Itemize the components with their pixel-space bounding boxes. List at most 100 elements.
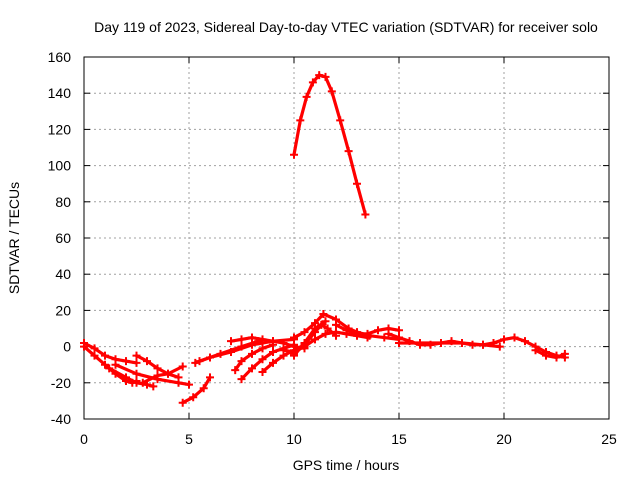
data-point (296, 116, 305, 125)
data-point (521, 337, 529, 346)
data-point (416, 338, 424, 347)
x-tick-label: 10 (286, 431, 302, 447)
data-point (344, 147, 353, 156)
data-point (323, 324, 332, 333)
series-arc-2 (80, 338, 141, 367)
data-point (321, 72, 330, 81)
data-point (353, 329, 361, 338)
series-line (292, 312, 401, 341)
y-tick-label: 120 (48, 121, 72, 137)
data-point (164, 369, 172, 378)
data-point (300, 328, 309, 337)
data-point (227, 337, 235, 346)
data-point (374, 326, 382, 335)
data-point (237, 375, 246, 384)
y-tick-label: 160 (48, 49, 72, 65)
data-point (531, 346, 540, 355)
data-point (315, 71, 324, 80)
data-point (332, 320, 340, 329)
y-tick-label: 20 (55, 302, 71, 318)
data-point (353, 179, 361, 188)
data-point (101, 351, 109, 360)
data-point (311, 319, 319, 328)
series-line (292, 319, 328, 358)
data-point (384, 329, 393, 338)
series-line (533, 348, 567, 360)
y-tick-label: 140 (48, 85, 72, 101)
data-point (132, 358, 141, 367)
data-point (178, 362, 187, 371)
y-axis-label: SDTVAR / TECUs (6, 182, 22, 294)
y-tick-label: 80 (55, 194, 71, 210)
y-tick-label: 0 (63, 339, 71, 355)
x-tick-label: 20 (496, 431, 512, 447)
series-arc-6 (138, 362, 187, 387)
series-arc-21 (531, 346, 569, 362)
data-point (321, 317, 330, 326)
data-point (332, 331, 340, 340)
data-point (552, 353, 561, 362)
data-point (185, 380, 193, 389)
data-point (153, 364, 162, 373)
data-point (290, 333, 298, 342)
data-point (143, 357, 151, 366)
x-tick-label: 15 (391, 431, 407, 447)
series-arc-5 (132, 351, 183, 382)
chart-title: Day 119 of 2023, Sidereal Day-to-day VTE… (94, 19, 598, 35)
series-arc-7 (178, 373, 214, 407)
y-tick-label: -40 (51, 411, 71, 427)
series-arc-20 (395, 338, 504, 351)
data-point (361, 210, 370, 219)
data-point (336, 116, 345, 125)
data-point (122, 357, 130, 366)
data-point (149, 382, 158, 391)
data-point (248, 349, 256, 358)
data-point (138, 378, 147, 387)
data-point (290, 351, 298, 360)
data-point (458, 338, 466, 347)
data-point (122, 373, 130, 382)
data-point (258, 335, 267, 344)
data-point (363, 329, 372, 338)
data-point (395, 326, 403, 335)
data-point (395, 338, 403, 347)
series-arc-9 (195, 337, 263, 366)
data-point (206, 373, 214, 382)
data-point (437, 338, 445, 347)
y-tick-label: 60 (55, 230, 71, 246)
data-point (479, 340, 487, 349)
data-point (311, 335, 319, 344)
data-point (321, 329, 330, 338)
y-tick-label: -20 (51, 375, 71, 391)
x-tick-label: 5 (185, 431, 193, 447)
data-point (495, 342, 504, 351)
series-line (181, 375, 212, 405)
data-point (342, 326, 351, 335)
data-point (258, 355, 267, 364)
data-point (199, 384, 208, 393)
data-point (258, 367, 267, 376)
data-point (290, 150, 298, 159)
series-arc-11 (231, 340, 277, 375)
data-point (237, 342, 246, 351)
data-point (101, 360, 109, 369)
data-point (153, 371, 162, 380)
data-point (189, 393, 198, 402)
x-axis-label: GPS time / hours (293, 457, 400, 473)
data-point (237, 335, 246, 344)
data-point (111, 360, 120, 369)
data-point (216, 349, 225, 358)
data-point (80, 338, 88, 347)
data-point (105, 364, 114, 373)
x-tick-label: 0 (80, 431, 88, 447)
data-point (269, 348, 277, 357)
data-point (178, 398, 187, 407)
data-point (90, 344, 99, 353)
data-point (258, 344, 267, 353)
data-point (542, 351, 550, 360)
data-point (237, 357, 246, 366)
data-point (269, 358, 277, 367)
data-point (308, 78, 317, 87)
data-point (560, 349, 569, 358)
